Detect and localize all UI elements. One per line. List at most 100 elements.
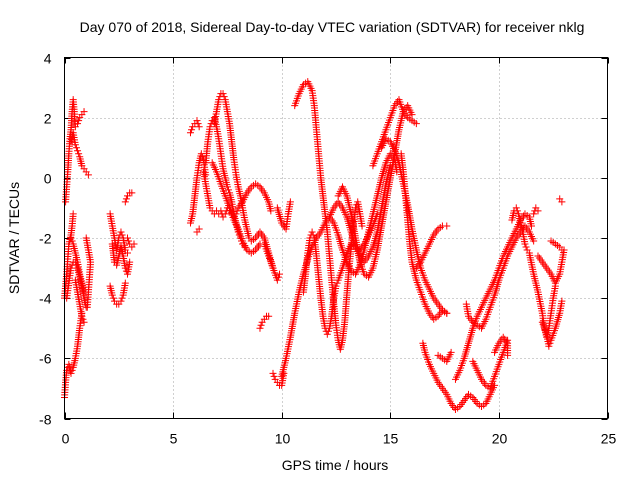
data-point bbox=[256, 324, 264, 332]
data-point bbox=[122, 195, 130, 203]
data-point bbox=[265, 312, 273, 320]
data-point bbox=[333, 279, 341, 287]
data-point bbox=[269, 369, 277, 377]
y-axis-label: SDTVAR / TECUs bbox=[6, 182, 22, 294]
data-point bbox=[79, 315, 87, 323]
data-point bbox=[558, 246, 566, 254]
data-point bbox=[223, 183, 231, 191]
data-point bbox=[130, 240, 138, 248]
x-tick-label: 10 bbox=[275, 431, 291, 447]
data-point bbox=[534, 207, 542, 215]
data-point bbox=[198, 153, 206, 161]
y-tick-label: 4 bbox=[44, 51, 52, 67]
data-point bbox=[84, 171, 92, 179]
data-point bbox=[125, 237, 133, 245]
data-point bbox=[530, 237, 538, 245]
data-point bbox=[75, 117, 83, 125]
data-point bbox=[68, 237, 76, 245]
data-point bbox=[219, 90, 227, 98]
data-point bbox=[80, 108, 88, 116]
data-point bbox=[545, 342, 553, 350]
data-point bbox=[224, 186, 232, 194]
data-point bbox=[232, 210, 240, 218]
y-tick-label: -4 bbox=[39, 291, 52, 307]
data-point bbox=[83, 303, 91, 311]
x-tick-label: 0 bbox=[62, 431, 70, 447]
x-tick-label: 25 bbox=[601, 431, 617, 447]
data-point bbox=[233, 207, 241, 215]
data-point bbox=[194, 120, 202, 128]
data-point bbox=[352, 204, 360, 212]
data-point bbox=[123, 249, 131, 257]
x-tick-labels: 0 5 10 15 20 25 bbox=[62, 431, 617, 447]
data-point bbox=[123, 234, 131, 242]
data-point bbox=[558, 297, 566, 305]
data-point bbox=[80, 318, 88, 326]
data-point bbox=[121, 279, 129, 287]
data-point bbox=[270, 372, 278, 380]
data-point bbox=[324, 327, 332, 335]
data-point bbox=[309, 231, 317, 239]
data-point bbox=[215, 96, 223, 104]
y-tick-label: 2 bbox=[44, 111, 52, 127]
data-point bbox=[69, 210, 77, 218]
data-point bbox=[274, 273, 282, 281]
data-point bbox=[412, 120, 420, 128]
data-point bbox=[273, 276, 281, 284]
data-point bbox=[221, 210, 229, 218]
data-point bbox=[75, 150, 83, 158]
data-point bbox=[67, 234, 75, 242]
data-point bbox=[72, 144, 80, 152]
data-point bbox=[558, 198, 566, 206]
data-point bbox=[546, 339, 554, 347]
data-point bbox=[257, 321, 265, 329]
data-point bbox=[118, 231, 126, 239]
data-point bbox=[269, 264, 277, 272]
data-point bbox=[276, 270, 284, 278]
data-point bbox=[121, 198, 129, 206]
data-point bbox=[521, 240, 529, 248]
x-tick-label: 15 bbox=[383, 431, 399, 447]
data-point bbox=[323, 330, 331, 338]
data-point bbox=[308, 228, 316, 236]
grid-lines bbox=[64, 57, 608, 419]
data-points bbox=[61, 78, 568, 413]
data-point bbox=[71, 141, 79, 149]
data-point bbox=[126, 258, 134, 266]
data-point bbox=[67, 264, 75, 272]
data-point bbox=[206, 123, 214, 131]
y-tick-label: -6 bbox=[39, 351, 52, 367]
data-point bbox=[117, 228, 125, 236]
data-point bbox=[195, 123, 203, 131]
plot-frame bbox=[64, 57, 608, 419]
data-point bbox=[118, 294, 126, 302]
y-tick-label: 0 bbox=[44, 171, 52, 187]
data-point bbox=[358, 222, 366, 230]
data-point bbox=[522, 243, 530, 251]
data-point bbox=[220, 93, 228, 101]
data-point bbox=[443, 309, 451, 317]
data-point bbox=[193, 117, 201, 125]
data-point bbox=[512, 204, 520, 212]
data-point bbox=[504, 351, 512, 359]
data-point bbox=[513, 207, 521, 215]
y-tick-label: -8 bbox=[39, 412, 52, 428]
data-point bbox=[117, 297, 125, 305]
data-point bbox=[332, 282, 340, 290]
data-point bbox=[67, 369, 75, 377]
data-point bbox=[78, 312, 86, 320]
data-point bbox=[74, 147, 82, 155]
data-point bbox=[68, 366, 76, 374]
data-point bbox=[286, 198, 294, 206]
y-tick-labels: -8 -6 -4 -2 0 2 4 bbox=[39, 51, 52, 428]
data-point bbox=[74, 120, 82, 128]
data-point bbox=[267, 207, 275, 215]
x-tick-label: 5 bbox=[170, 431, 178, 447]
y-tick-label: -2 bbox=[39, 231, 52, 247]
data-point bbox=[121, 264, 129, 272]
x-axis-label: GPS time / hours bbox=[282, 457, 389, 473]
data-point bbox=[447, 348, 455, 356]
data-point bbox=[530, 210, 538, 218]
data-point bbox=[128, 189, 136, 197]
